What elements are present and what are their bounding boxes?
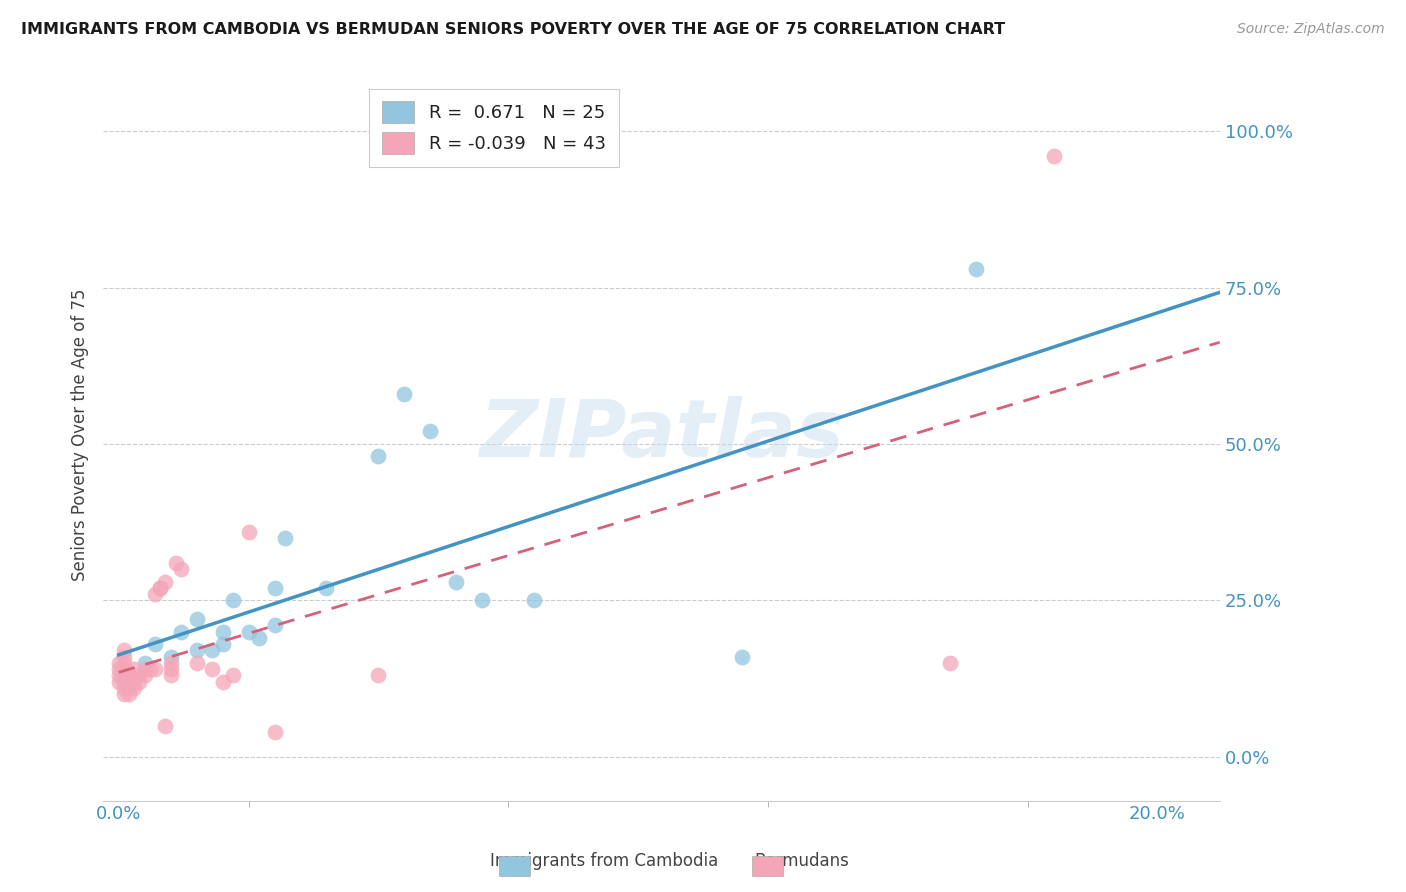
Point <box>315 581 337 595</box>
Point <box>471 593 494 607</box>
Text: ZIPatlas: ZIPatlas <box>479 395 844 474</box>
Point <box>112 662 135 676</box>
Point <box>112 643 135 657</box>
Text: Source: ZipAtlas.com: Source: ZipAtlas.com <box>1237 22 1385 37</box>
Point <box>263 581 285 595</box>
Point <box>247 631 270 645</box>
Point <box>159 668 181 682</box>
Point <box>170 624 193 639</box>
Point <box>186 656 208 670</box>
Point <box>118 687 141 701</box>
Point <box>263 724 285 739</box>
Point <box>274 531 297 545</box>
Point <box>134 656 156 670</box>
Point <box>965 261 987 276</box>
Point <box>112 668 135 682</box>
Point <box>155 718 177 732</box>
Point <box>143 637 166 651</box>
Point <box>149 581 172 595</box>
Point <box>201 662 224 676</box>
Point <box>159 649 181 664</box>
Point <box>186 612 208 626</box>
Point <box>118 674 141 689</box>
Point <box>143 662 166 676</box>
Point <box>394 387 416 401</box>
Point <box>128 674 150 689</box>
Point <box>124 681 146 695</box>
Point <box>112 656 135 670</box>
Point <box>1042 149 1064 163</box>
Point <box>134 668 156 682</box>
Point <box>419 425 441 439</box>
Point <box>112 674 135 689</box>
Point <box>238 524 260 539</box>
Point <box>523 593 546 607</box>
Point <box>731 649 754 664</box>
Text: Bermudans: Bermudans <box>754 852 849 870</box>
Point <box>107 674 129 689</box>
Point <box>201 643 224 657</box>
Point <box>107 656 129 670</box>
Point <box>211 624 233 639</box>
Point <box>186 643 208 657</box>
Point <box>238 624 260 639</box>
Text: IMMIGRANTS FROM CAMBODIA VS BERMUDAN SENIORS POVERTY OVER THE AGE OF 75 CORRELAT: IMMIGRANTS FROM CAMBODIA VS BERMUDAN SEN… <box>21 22 1005 37</box>
Point <box>107 668 129 682</box>
Point <box>211 674 233 689</box>
Point <box>118 668 141 682</box>
Text: Immigrants from Cambodia: Immigrants from Cambodia <box>491 852 718 870</box>
Point <box>112 687 135 701</box>
Point <box>159 656 181 670</box>
Point <box>938 656 960 670</box>
Point <box>143 587 166 601</box>
Point <box>139 662 162 676</box>
Point <box>112 649 135 664</box>
Point <box>222 668 245 682</box>
Point <box>222 593 245 607</box>
Point <box>112 681 135 695</box>
Point <box>107 662 129 676</box>
Point <box>128 668 150 682</box>
Point <box>367 450 389 464</box>
Point <box>124 674 146 689</box>
Point <box>149 581 172 595</box>
Point <box>446 574 468 589</box>
Point <box>159 662 181 676</box>
Point <box>155 574 177 589</box>
Legend: R =  0.671   N = 25, R = -0.039   N = 43: R = 0.671 N = 25, R = -0.039 N = 43 <box>370 88 619 167</box>
Point <box>263 618 285 632</box>
Point <box>134 662 156 676</box>
Point <box>367 668 389 682</box>
Y-axis label: Seniors Poverty Over the Age of 75: Seniors Poverty Over the Age of 75 <box>72 288 89 581</box>
Point <box>170 562 193 576</box>
Point <box>211 637 233 651</box>
Point <box>165 556 187 570</box>
Point <box>118 681 141 695</box>
Point <box>124 662 146 676</box>
